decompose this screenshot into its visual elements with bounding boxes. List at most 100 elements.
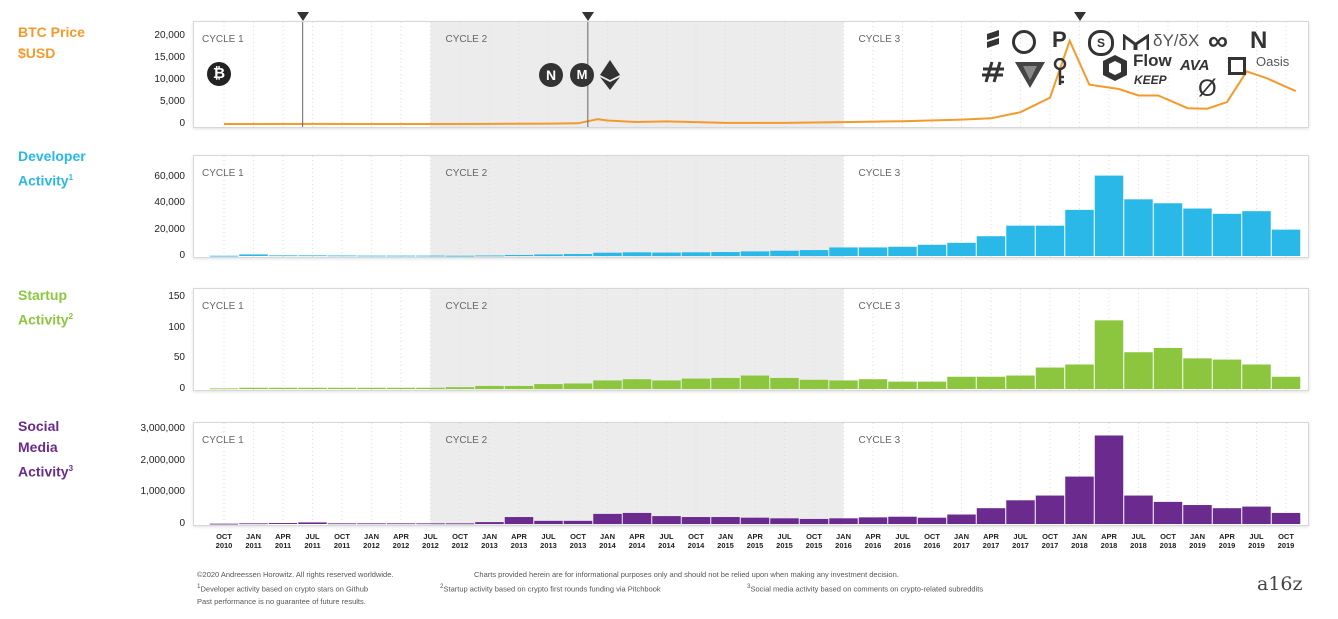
dev-y-tick: 40,000 [154,197,185,209]
startup-bar [1271,376,1301,389]
x-tick-label: JUL 2011 [304,532,321,550]
x-tick-label: JUL 2014 [658,532,675,550]
dev-y-tick: 0 [179,250,185,261]
startup-bar [593,380,622,389]
oasis-logo: Oasis [1256,54,1290,69]
footnote-1-text: Developer activity based on crypto stars… [200,584,369,594]
startup-bar [209,388,239,390]
dev-bar [1183,208,1212,256]
startup-bar [1183,358,1212,389]
cycle-marker-triangle [581,12,594,21]
x-tick-label: JUL 2012 [422,532,439,550]
dev-bar [1153,203,1183,256]
x-tick-label: OCT 2017 [1041,532,1059,550]
social-bar [1065,476,1094,524]
dev-bar [504,254,534,256]
key-logo [1053,58,1067,85]
x-tick-label: OCT 2016 [923,532,941,550]
dydx-logo: δY/δX [1153,31,1200,50]
dev-bar [888,246,917,256]
cycle-label: CYCLE 2 [446,301,488,312]
startup-bar [416,387,445,389]
x-tick-label: JUL 2016 [894,532,911,550]
startup-bar [858,379,888,389]
cycle-2-shading [430,423,844,525]
social-bar [239,523,268,525]
dev-bar [829,247,858,256]
price-y-tick: 15,000 [154,52,185,64]
social-label-line1: Social [18,418,60,434]
startup-label: Startup Activity2 [18,285,73,331]
nem-logo: N [539,63,563,87]
dev-bar [1271,229,1301,256]
social-bar [947,514,976,524]
price-y-tick: 20,000 [154,30,185,42]
dev-label-line1: Developer [18,148,86,164]
dev-label-line2-wrap: Activity1 [18,167,86,192]
social-bar [770,518,799,524]
dev-bar [652,252,681,256]
social-bar [593,513,622,524]
startup-bar [652,380,681,389]
social-bar [799,518,829,524]
x-tick-label: APR 2011 [274,532,292,550]
x-tick-label: OCT 2014 [687,532,705,550]
copyright-text: ©2020 Andreessen Horowitz. All rights re… [197,570,394,579]
footnote-3-text: Social media activity based on comments … [750,584,984,594]
social-bar [740,517,770,524]
cycle-label: CYCLE 3 [859,34,901,45]
dev-bar [740,251,770,256]
social-bar [829,518,858,524]
dev-bar [770,250,799,256]
dev-footnote-mark: 1 [68,173,74,182]
flow-logo: Flow [1133,51,1172,70]
dev-bar [1094,175,1124,256]
spiral-logo: S [1088,30,1114,56]
startup-bar [740,375,770,389]
startup-bar [475,385,504,389]
startup-chart-panel: CYCLE 1 CYCLE 2 CYCLE 3 [193,288,1309,391]
social-label-line3-wrap: Activity3 [18,458,73,483]
x-tick-label: JAN 2015 [717,532,734,550]
x-tick-label: OCT 2012 [451,532,469,550]
ava-logo: AVA [1180,57,1210,74]
dev-bar [327,255,357,257]
footnote-2-mark: 2 [440,583,444,590]
startup-bar [357,387,386,389]
dev-bar [976,236,1006,256]
social-y-tick: 2,000,000 [140,454,186,466]
social-bar [563,520,593,524]
social-bar [1124,495,1153,524]
social-y-tick: 3,000,000 [140,423,186,435]
price-y-tick: 0 [179,118,185,129]
dev-bar [298,255,327,257]
cycle-label: CYCLE 2 [446,168,488,179]
x-tick-label: JAN 2011 [245,532,262,550]
empty-set-logo: Ø [1198,75,1217,102]
x-tick-label: JUL 2019 [1248,532,1265,550]
startup-chart-svg: CYCLE 1 CYCLE 2 CYCLE 3 [202,289,1301,390]
social-bar [534,520,563,524]
dev-bar [1242,211,1271,256]
btc-price-line [224,38,1297,125]
startup-label-line1: Startup [18,287,67,303]
social-bar [888,516,917,524]
dev-y-tick: 20,000 [154,223,185,235]
x-tick-label: JAN 2012 [363,532,380,550]
social-bar [504,517,534,524]
footnote-3-mark: 3 [747,583,751,590]
cycle-2-shading [430,289,844,390]
startup-bar [829,380,858,389]
startup-bar [239,387,268,389]
startup-bar [888,381,917,389]
social-bar [298,522,327,524]
startup-y-tick: 50 [173,352,185,364]
startup-bar [445,387,475,389]
price-label-line1: BTC Price [18,24,85,40]
dev-bar [1006,225,1035,256]
startup-bar [947,376,976,389]
infinity-logo: ∞ [1208,25,1228,56]
cycle-label: CYCLE 1 [202,435,244,446]
price-label-line2: $USD [18,45,56,61]
x-tick-label: JAN 2016 [835,532,852,550]
